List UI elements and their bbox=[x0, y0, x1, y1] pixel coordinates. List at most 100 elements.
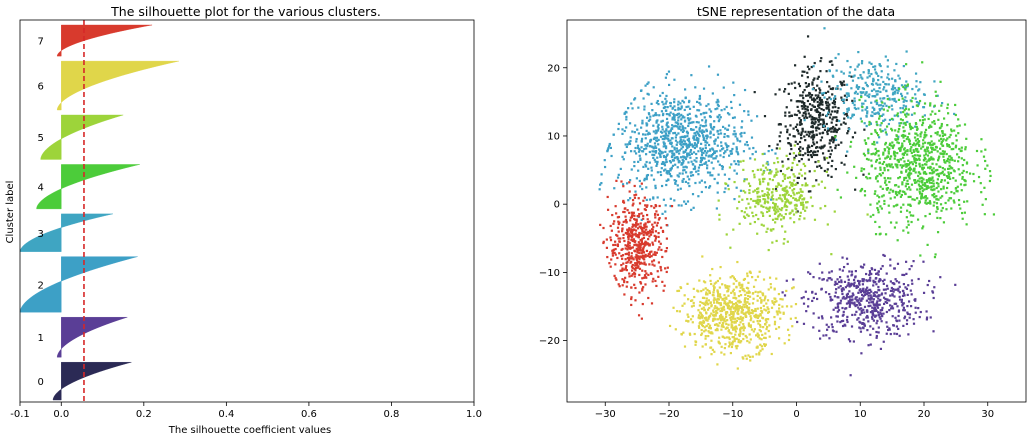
tsne-point bbox=[925, 179, 928, 182]
tsne-point bbox=[902, 136, 905, 139]
tsne-point bbox=[738, 222, 741, 225]
tsne-point bbox=[806, 35, 810, 38]
silhouette-x-tick-label: 1.0 bbox=[466, 409, 482, 420]
tsne-point bbox=[898, 124, 901, 127]
tsne-point bbox=[641, 122, 644, 125]
tsne-point bbox=[871, 311, 874, 314]
tsne-point bbox=[638, 258, 641, 261]
tsne-point bbox=[903, 176, 906, 180]
tsne-point bbox=[883, 278, 886, 281]
tsne-point bbox=[767, 329, 770, 333]
tsne-point bbox=[662, 145, 665, 148]
tsne-point bbox=[818, 116, 821, 119]
tsne-point bbox=[655, 113, 658, 117]
tsne-point bbox=[932, 179, 935, 182]
tsne-point bbox=[954, 103, 957, 107]
tsne-point bbox=[923, 133, 926, 137]
tsne-point bbox=[937, 185, 940, 188]
tsne-point bbox=[693, 142, 697, 145]
tsne-point bbox=[788, 111, 791, 114]
tsne-point bbox=[623, 268, 626, 271]
tsne-point bbox=[699, 160, 702, 164]
tsne-point bbox=[832, 97, 836, 100]
tsne-point bbox=[860, 95, 863, 99]
tsne-point bbox=[801, 127, 804, 130]
tsne-point bbox=[731, 340, 735, 343]
tsne-point bbox=[847, 283, 850, 286]
tsne-point bbox=[922, 178, 925, 181]
tsne-point bbox=[709, 131, 712, 134]
tsne-point bbox=[840, 96, 843, 99]
tsne-point bbox=[775, 300, 778, 303]
tsne-point bbox=[762, 205, 765, 209]
tsne-point bbox=[886, 155, 889, 158]
tsne-point bbox=[693, 146, 697, 150]
tsne-point bbox=[724, 127, 727, 130]
tsne-point bbox=[655, 224, 659, 227]
tsne-point bbox=[717, 104, 720, 108]
tsne-point bbox=[760, 301, 763, 304]
tsne-point bbox=[868, 93, 871, 96]
tsne-point bbox=[895, 204, 898, 207]
tsne-point bbox=[833, 103, 836, 106]
tsne-point bbox=[952, 147, 955, 151]
tsne-point bbox=[703, 330, 706, 333]
tsne-point bbox=[875, 72, 878, 75]
tsne-point bbox=[914, 125, 917, 128]
tsne-x-tick-label: −30 bbox=[595, 409, 616, 420]
tsne-point bbox=[867, 95, 871, 99]
tsne-point bbox=[905, 80, 908, 83]
tsne-point bbox=[801, 107, 804, 110]
tsne-point bbox=[675, 147, 678, 150]
tsne-point bbox=[878, 289, 881, 292]
tsne-point bbox=[910, 279, 914, 282]
tsne-point bbox=[759, 306, 762, 310]
tsne-point bbox=[894, 190, 897, 194]
tsne-point bbox=[939, 203, 943, 206]
tsne-point bbox=[919, 310, 922, 314]
tsne-point bbox=[661, 212, 664, 215]
tsne-point bbox=[880, 114, 883, 117]
tsne-point bbox=[959, 183, 963, 186]
tsne-point bbox=[842, 319, 845, 322]
tsne-point bbox=[882, 302, 886, 306]
tsne-point bbox=[657, 240, 661, 243]
tsne-point bbox=[643, 105, 646, 108]
tsne-x-tick-label: 10 bbox=[854, 409, 867, 420]
tsne-point bbox=[879, 311, 882, 314]
tsne-point bbox=[639, 281, 642, 284]
tsne-point bbox=[883, 166, 886, 170]
tsne-point bbox=[907, 333, 910, 336]
tsne-point bbox=[706, 164, 709, 167]
tsne-point bbox=[854, 107, 858, 111]
tsne-point bbox=[784, 125, 787, 128]
tsne-point bbox=[754, 313, 757, 316]
tsne-point bbox=[871, 309, 874, 313]
tsne-point bbox=[976, 164, 979, 167]
tsne-point bbox=[659, 153, 662, 156]
tsne-point bbox=[801, 114, 804, 117]
tsne-point bbox=[793, 204, 797, 207]
tsne-point bbox=[796, 320, 799, 324]
tsne-point bbox=[765, 325, 769, 329]
tsne-point bbox=[641, 277, 644, 280]
silhouette-plot: The silhouette plot for the various clus… bbox=[5, 4, 482, 436]
tsne-point bbox=[774, 217, 777, 220]
tsne-point bbox=[897, 289, 900, 292]
tsne-point bbox=[720, 325, 723, 328]
tsne-point bbox=[690, 171, 693, 174]
tsne-point bbox=[784, 190, 787, 193]
tsne-point bbox=[609, 265, 612, 268]
tsne-point bbox=[664, 145, 668, 148]
tsne-point bbox=[875, 295, 878, 298]
tsne-point bbox=[712, 299, 715, 302]
tsne-point bbox=[778, 213, 782, 216]
tsne-point bbox=[778, 147, 781, 150]
tsne-point bbox=[645, 116, 649, 119]
tsne-point bbox=[790, 99, 793, 102]
tsne-point bbox=[826, 132, 829, 136]
tsne-point bbox=[669, 161, 673, 164]
tsne-point bbox=[914, 97, 917, 100]
tsne-point bbox=[762, 198, 765, 201]
tsne-point bbox=[662, 134, 665, 138]
